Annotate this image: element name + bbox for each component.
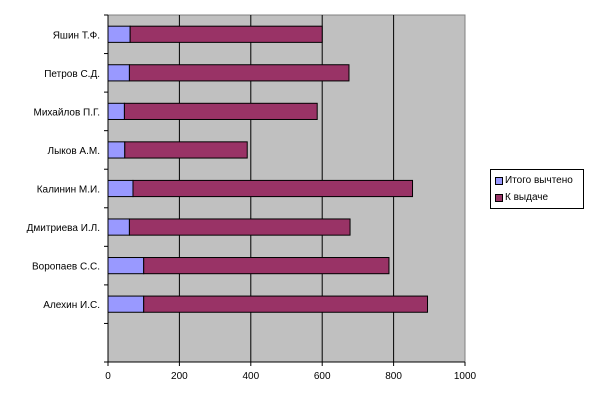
y-axis-labels: Яшин Т.Ф. Петров С.Д. Михайлов П.Г. Лыков А… xyxy=(27,14,108,363)
bar-payout xyxy=(128,218,351,236)
x-tick-label: 800 xyxy=(385,371,402,382)
bars-group xyxy=(107,25,429,313)
legend-label-payout: К выдаче xyxy=(505,192,549,203)
y-tick-label: Лыков А.М. xyxy=(48,146,100,157)
x-tick-label: 600 xyxy=(314,371,331,382)
bar-payout xyxy=(123,102,318,120)
bar-deducted xyxy=(107,179,134,198)
bar-payout xyxy=(129,25,323,43)
y-tick-label: Калинин М.И. xyxy=(37,185,100,196)
x-axis-labels: 0 200 400 600 800 1000 xyxy=(105,362,477,382)
x-tick-label: 200 xyxy=(171,371,188,382)
x-tick-label: 1000 xyxy=(454,371,477,382)
bar-deducted xyxy=(107,257,145,275)
legend-swatch-deducted xyxy=(495,177,503,185)
legend-label-deducted: Итого вычтено xyxy=(505,175,573,186)
bar-payout xyxy=(128,64,350,82)
y-tick-label: Михайлов П.Г. xyxy=(34,107,101,118)
x-tick-label: 400 xyxy=(242,371,259,382)
bar-deducted xyxy=(107,102,125,120)
y-tick-label: Дмитриева И.Л. xyxy=(27,223,100,234)
bar-deducted xyxy=(107,295,145,313)
y-tick-label: Воропаев С.С. xyxy=(32,262,100,273)
y-tick-label: Яшин Т.Ф. xyxy=(53,30,100,41)
y-tick-label: Алехин И.С. xyxy=(43,300,100,311)
bar-payout xyxy=(132,179,414,198)
bar-payout xyxy=(143,257,390,275)
bar-deducted xyxy=(107,218,130,236)
bar-payout xyxy=(143,295,429,313)
bar-deducted xyxy=(107,25,131,43)
y-tick-label: Петров С.Д. xyxy=(44,69,100,80)
legend-swatch-payout xyxy=(495,194,503,202)
bar-deducted xyxy=(107,64,130,82)
legend: Итого вычтено К выдаче xyxy=(490,169,584,209)
bar-payout xyxy=(124,141,248,159)
x-tick-label: 0 xyxy=(105,371,111,382)
bar-deducted xyxy=(107,141,126,159)
